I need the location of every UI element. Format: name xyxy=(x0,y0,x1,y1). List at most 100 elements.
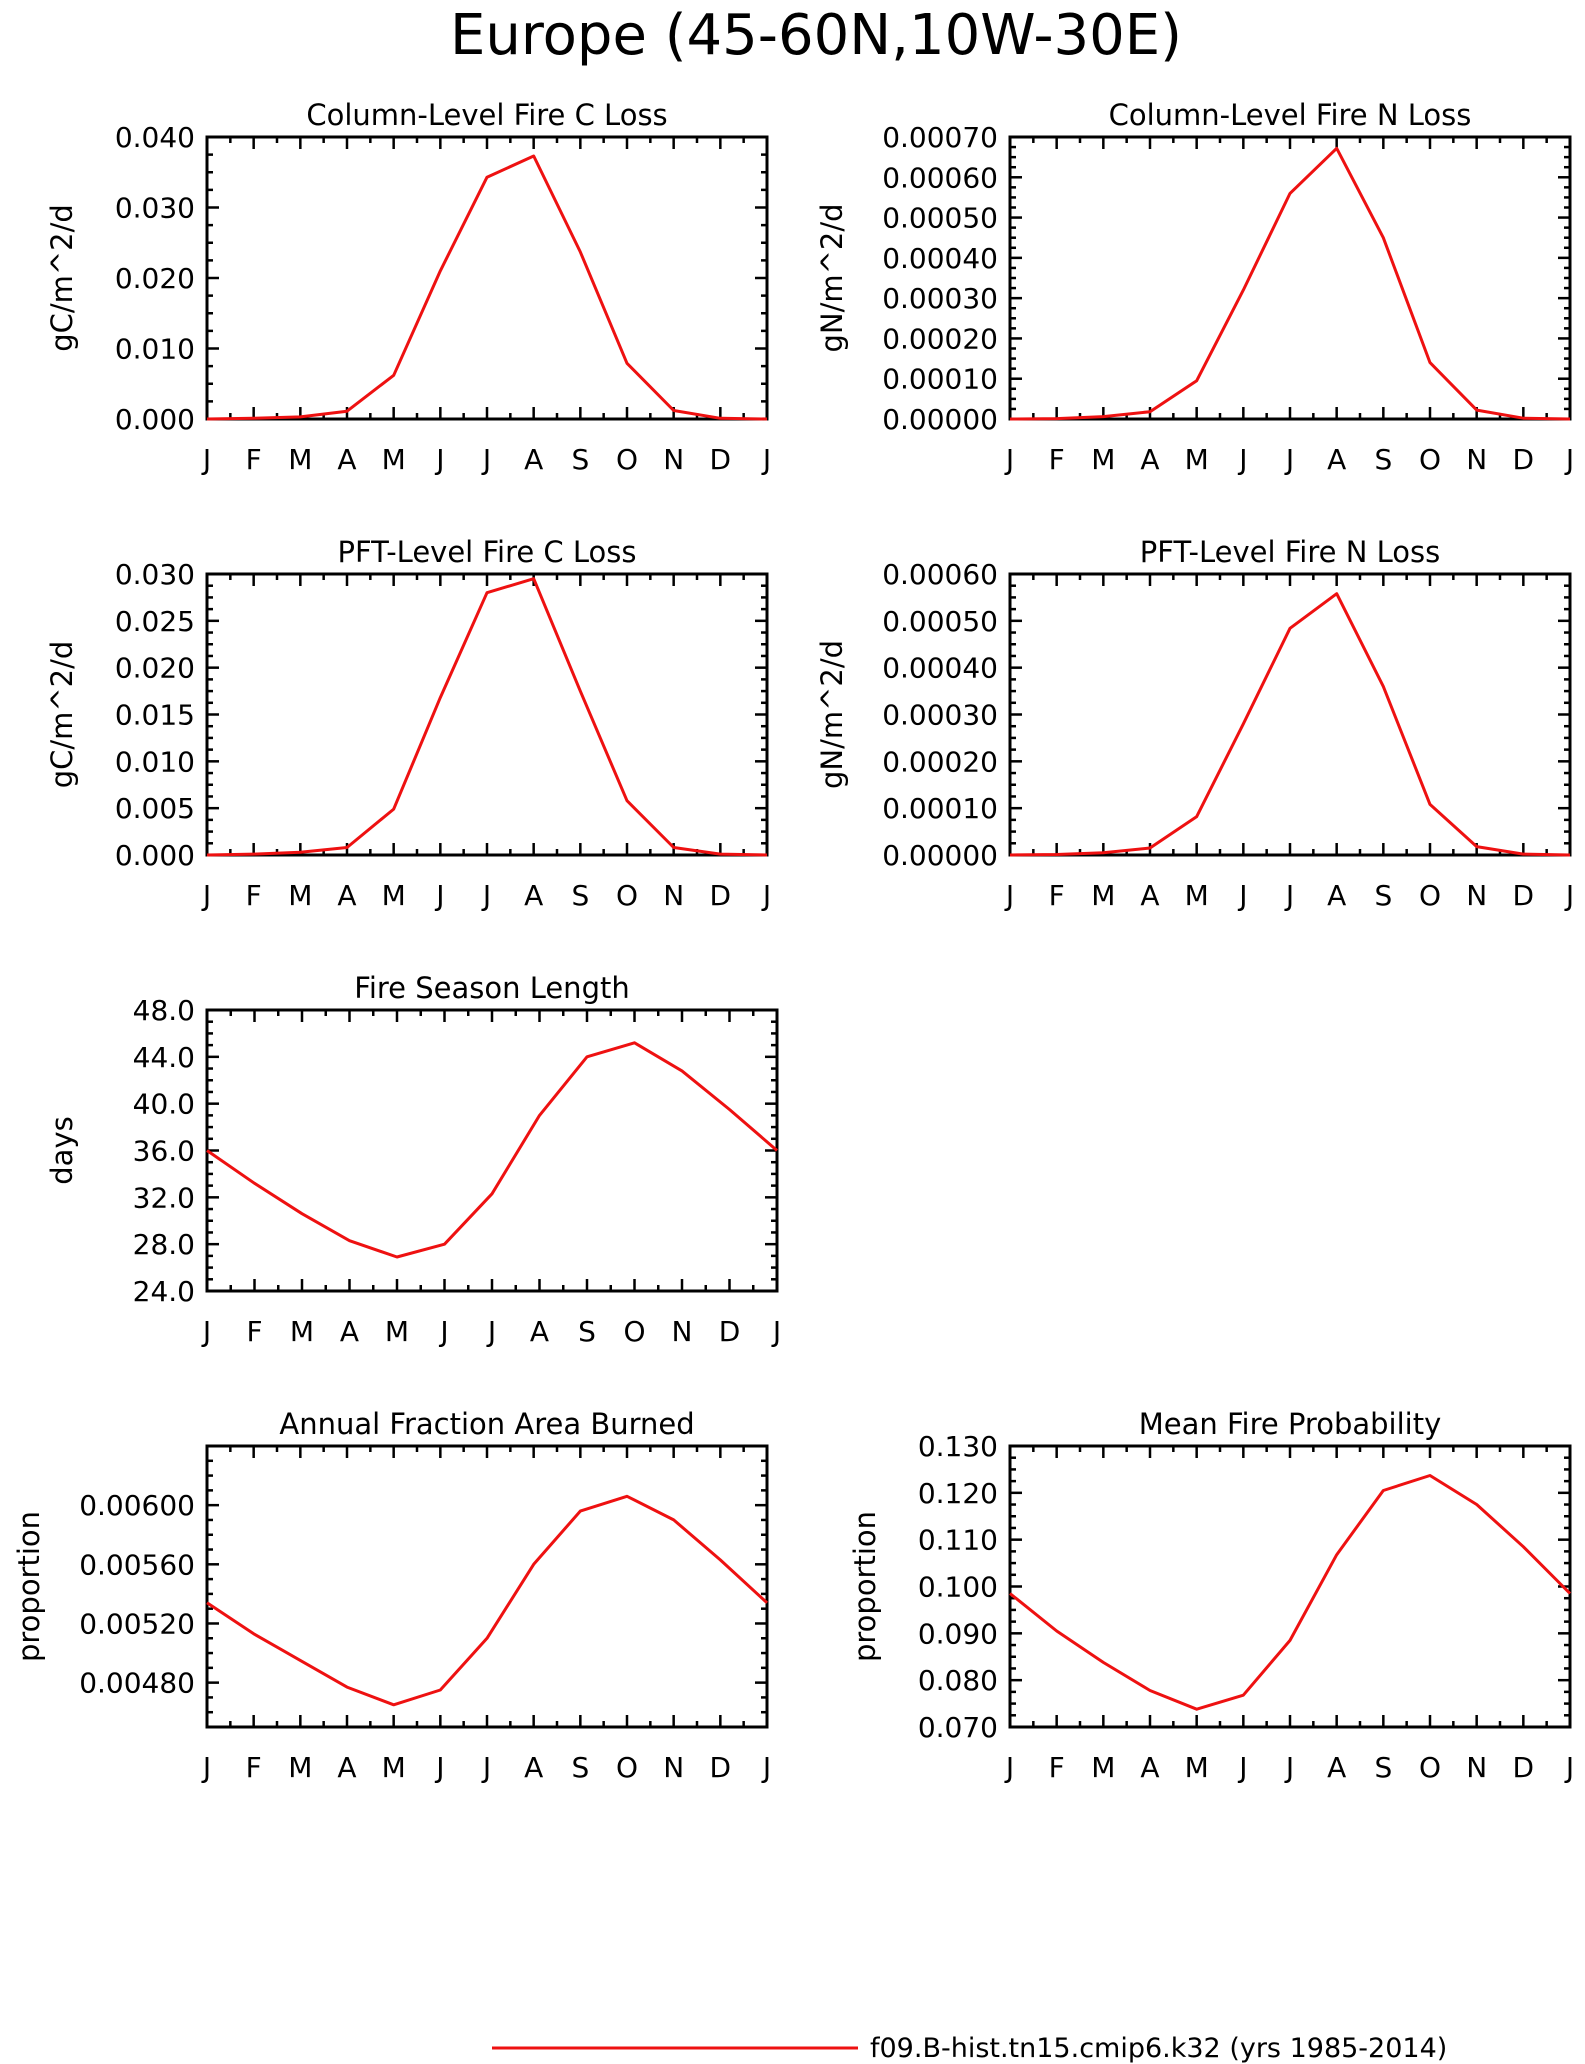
x-tick-label: A xyxy=(337,443,356,476)
y-tick-label: 0.130 xyxy=(918,1430,998,1463)
figure-title: Europe (45-60N,10W-30E) xyxy=(450,3,1182,68)
x-tick-label: J xyxy=(201,879,211,912)
plot-frame xyxy=(205,1008,779,1293)
x-tick-label: O xyxy=(1419,443,1441,476)
x-tick-label: J xyxy=(1284,879,1294,912)
x-tick-label: S xyxy=(571,443,589,476)
plot-frame xyxy=(205,572,769,857)
plot-frame xyxy=(1008,135,1572,421)
y-tick-label: 32.0 xyxy=(133,1181,195,1214)
y-axis-label: proportion xyxy=(848,1511,882,1662)
y-tick-label: 0.040 xyxy=(115,121,195,154)
x-tick-label: S xyxy=(578,1315,596,1348)
y-tick-label: 0.00070 xyxy=(882,121,998,154)
y-tick-label: 0.020 xyxy=(115,262,195,295)
x-tick-label: N xyxy=(663,443,684,476)
x-tick-label: M xyxy=(382,443,406,476)
series-line xyxy=(206,1494,769,1707)
y-tick-label: 0.00010 xyxy=(882,363,998,396)
x-tick-label: N xyxy=(1466,443,1487,476)
x-tick-label: A xyxy=(340,1315,359,1348)
x-tick-label: O xyxy=(616,1751,638,1784)
y-tick-label: 0.000 xyxy=(115,839,195,872)
x-tick-label: A xyxy=(1140,1751,1159,1784)
y-tick-label: 28.0 xyxy=(133,1228,195,1261)
plot-frame xyxy=(205,1444,769,1729)
panel-title: PFT-Level Fire N Loss xyxy=(1140,535,1440,569)
x-tick-label: M xyxy=(288,443,312,476)
x-tick-label: J xyxy=(481,443,491,476)
y-tick-label: 0.100 xyxy=(918,1571,998,1604)
y-tick-label: 0.00060 xyxy=(882,161,998,194)
y-tick-label: 0.00010 xyxy=(882,792,998,825)
x-tick-label: A xyxy=(524,1751,543,1784)
y-tick-label: 0.090 xyxy=(918,1617,998,1650)
x-tick-label: J xyxy=(201,443,211,476)
series-line xyxy=(1009,146,1571,421)
panel-title: Column-Level Fire N Loss xyxy=(1109,98,1472,132)
x-tick-label: D xyxy=(710,1751,732,1784)
y-tick-label: 0.00060 xyxy=(882,558,998,591)
x-tick-label: J xyxy=(434,879,444,912)
x-tick-label: F xyxy=(246,1751,262,1784)
y-tick-label: 48.0 xyxy=(133,994,195,1027)
y-tick-label: 36.0 xyxy=(133,1135,195,1168)
x-tick-label: J xyxy=(201,1751,211,1784)
y-tick-label: 0.00000 xyxy=(882,839,998,872)
y-tick-label: 40.0 xyxy=(133,1088,195,1121)
x-tick-label: A xyxy=(1327,1751,1346,1784)
x-tick-label: J xyxy=(434,1751,444,1784)
x-tick-label: J xyxy=(438,1315,448,1348)
x-tick-label: F xyxy=(1049,1751,1065,1784)
x-tick-label: D xyxy=(710,443,732,476)
y-tick-label: 0.000 xyxy=(115,403,195,436)
x-tick-label: D xyxy=(710,879,732,912)
x-tick-label: J xyxy=(1237,879,1247,912)
y-tick-label: 0.070 xyxy=(918,1711,998,1744)
y-tick-label: 0.00040 xyxy=(882,242,998,275)
x-tick-label: J xyxy=(1004,1751,1014,1784)
y-tick-label: 0.030 xyxy=(115,558,195,591)
x-tick-label: S xyxy=(1374,879,1392,912)
x-tick-label: J xyxy=(1284,1751,1294,1784)
x-tick-label: F xyxy=(246,879,262,912)
y-tick-label: 44.0 xyxy=(133,1041,195,1074)
y-tick-label: 0.00020 xyxy=(882,745,998,778)
x-tick-label: A xyxy=(524,879,543,912)
y-tick-label: 0.020 xyxy=(115,652,195,685)
x-tick-label: M xyxy=(385,1315,409,1348)
x-tick-label: M xyxy=(288,1751,312,1784)
x-tick-label: J xyxy=(761,443,771,476)
x-tick-label: J xyxy=(1004,879,1014,912)
x-tick-label: J xyxy=(771,1315,781,1348)
x-tick-label: O xyxy=(616,879,638,912)
series-line xyxy=(206,577,768,857)
y-axis-label: proportion xyxy=(12,1511,46,1662)
x-tick-label: A xyxy=(530,1315,549,1348)
x-tick-label: J xyxy=(486,1315,496,1348)
x-tick-label: D xyxy=(1513,879,1535,912)
x-tick-label: M xyxy=(1185,879,1209,912)
legend: f09.B-hist.tn15.cmip6.k32 (yrs 1985-2014… xyxy=(492,2033,1447,2064)
y-tick-label: 0.00480 xyxy=(79,1667,195,1700)
x-tick-label: O xyxy=(616,443,638,476)
x-tick-label: J xyxy=(1564,879,1574,912)
y-tick-label: 0.030 xyxy=(115,192,195,225)
y-tick-label: 0.00040 xyxy=(882,652,998,685)
x-tick-label: M xyxy=(382,1751,406,1784)
x-tick-label: M xyxy=(1091,1751,1115,1784)
y-tick-label: 0.110 xyxy=(918,1524,998,1557)
y-axis-label: days xyxy=(45,1116,79,1184)
x-tick-label: M xyxy=(1091,879,1115,912)
series-line xyxy=(1009,1474,1572,1711)
x-tick-label: D xyxy=(719,1315,741,1348)
x-tick-label: A xyxy=(524,443,543,476)
